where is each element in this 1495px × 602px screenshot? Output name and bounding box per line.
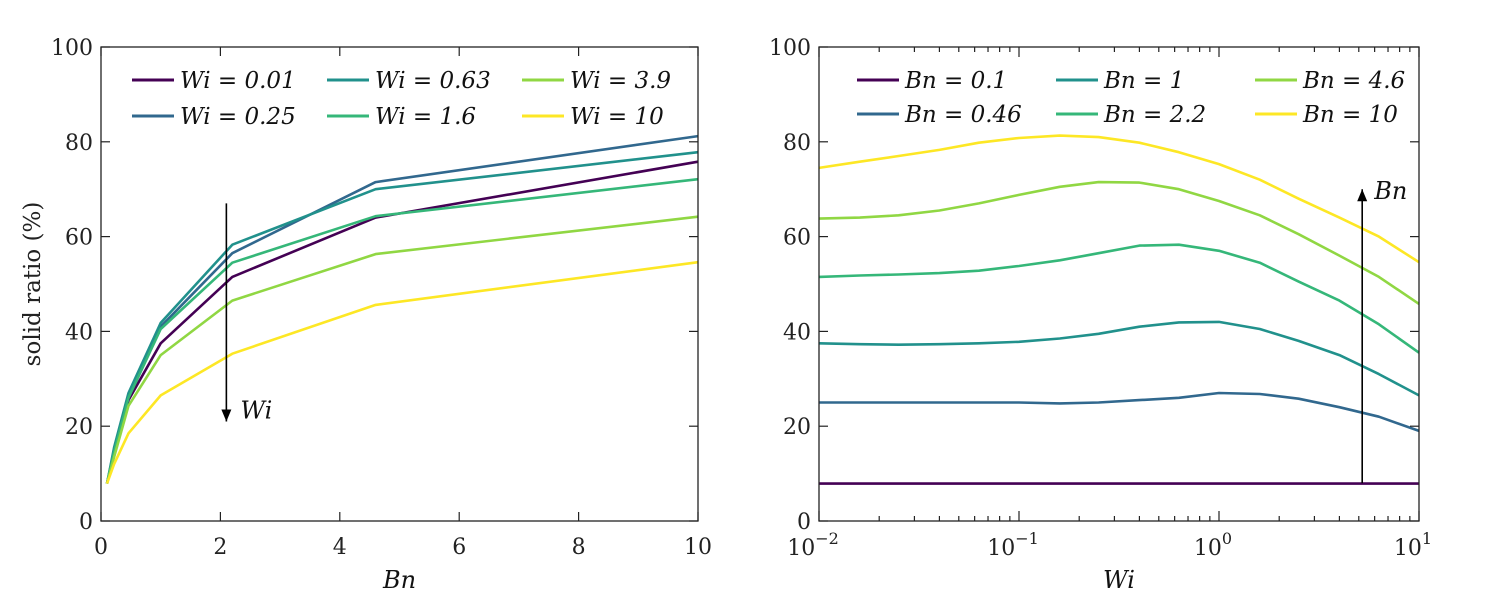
series-line-wi-1_6 bbox=[105, 177, 699, 484]
annotation-arrow-head bbox=[1357, 189, 1368, 202]
series-line-bn-1 bbox=[818, 320, 1420, 397]
series-line-wi-0_63 bbox=[105, 150, 699, 484]
y-tick-label: 40 bbox=[783, 320, 811, 345]
annotation-arrow-head bbox=[221, 409, 232, 422]
x-tick-label: 0 bbox=[94, 535, 108, 560]
legend-entry-label: Bn = 10 bbox=[1302, 102, 1398, 128]
series-line-wi-3_9 bbox=[105, 215, 699, 484]
x-tick-label: 10−2 bbox=[787, 529, 839, 561]
series-line-bn-4_6 bbox=[818, 180, 1420, 305]
y-tick-label: 100 bbox=[769, 36, 811, 61]
y-tick-label: 20 bbox=[783, 415, 811, 440]
legend-entry-label: Bn = 1 bbox=[1103, 68, 1184, 94]
x-tick-label: 4 bbox=[333, 535, 347, 560]
y-tick-label: 80 bbox=[783, 131, 811, 156]
annotation-label: Bn bbox=[1373, 177, 1407, 205]
y-tick-label: 0 bbox=[79, 510, 93, 535]
y-tick-label: 100 bbox=[51, 36, 93, 61]
right-chart-panel: 0 20 40 60 80 100 10−2 10−1 100 101 Wi Bn = 0.1 Bn =… bbox=[769, 36, 1432, 594]
series-line-bn-2_2 bbox=[818, 243, 1420, 354]
x-tick-label: 100 bbox=[1194, 529, 1232, 561]
y-tick-label: 0 bbox=[797, 510, 811, 535]
legend-entry-label: Wi = 0.63 bbox=[375, 68, 491, 94]
plot-frame bbox=[818, 46, 1420, 522]
x-tick-label: 10 bbox=[684, 535, 712, 560]
y-tick-label: 60 bbox=[783, 226, 811, 251]
legend-entry-label: Bn = 0.46 bbox=[904, 102, 1022, 128]
x-tick-label: 2 bbox=[213, 535, 227, 560]
series-line-wi-10 bbox=[105, 260, 699, 485]
y-tick-label: 60 bbox=[65, 226, 93, 251]
series-line-wi-0_01 bbox=[105, 160, 699, 484]
y-tick-label: 40 bbox=[65, 320, 93, 345]
legend-entry-label: Wi = 0.25 bbox=[180, 104, 296, 130]
legend-entry-label: Wi = 0.01 bbox=[180, 68, 296, 94]
legend-entry-label: Bn = 2.2 bbox=[1103, 102, 1206, 128]
series-line-bn-10 bbox=[818, 134, 1420, 264]
legend-entry-label: Bn = 4.6 bbox=[1302, 68, 1405, 94]
x-axis-title: Wi bbox=[1103, 566, 1135, 594]
legend-entry-label: Wi = 10 bbox=[570, 104, 664, 130]
y-tick-label: 80 bbox=[65, 131, 93, 156]
plot-frame bbox=[100, 46, 699, 522]
x-tick-label: 8 bbox=[572, 535, 586, 560]
legend-entry-label: Bn = 0.1 bbox=[904, 68, 1007, 94]
x-axis-title: Bn bbox=[382, 566, 416, 594]
left-chart-panel: 0 20 40 60 80 100 0 2 4 6 8 10 Bn solid ratio (%) Wi =… bbox=[20, 36, 712, 594]
x-tick-label: 101 bbox=[1394, 529, 1432, 561]
y-axis-title: solid ratio (%) bbox=[20, 202, 46, 367]
series-line-bn-0_46 bbox=[819, 391, 1420, 433]
x-tick-label: 10−1 bbox=[987, 529, 1039, 561]
legend-entry-label: Wi = 1.6 bbox=[375, 104, 476, 130]
y-tick-label: 20 bbox=[65, 415, 93, 440]
legend-entry-label: Wi = 3.9 bbox=[570, 68, 671, 94]
x-tick-label: 6 bbox=[452, 535, 466, 560]
annotation-label: Wi bbox=[240, 396, 272, 424]
